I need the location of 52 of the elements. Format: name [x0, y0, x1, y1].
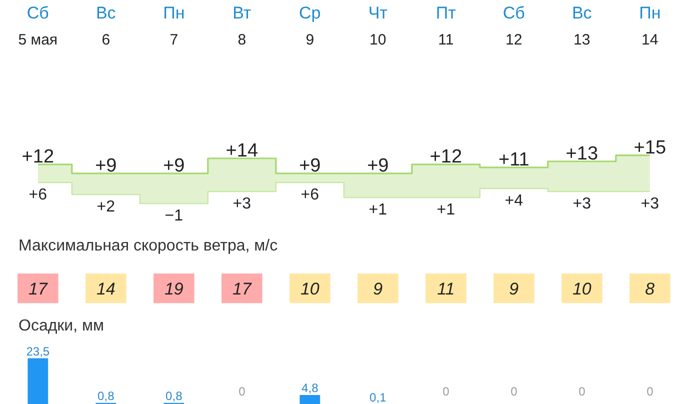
- data-label: 0: [442, 384, 450, 398]
- data-label: +4: [504, 192, 524, 210]
- data-label: +14: [226, 140, 258, 162]
- data-label: +3: [572, 196, 592, 213]
- data-label: −1: [164, 208, 184, 225]
- category-label: Ср 9: [299, 4, 321, 48]
- data-label: +13: [566, 143, 598, 164]
- chart-title: Максимальная скорость ветра, м/с: [18, 238, 278, 254]
- data-label: 0,1: [370, 390, 387, 404]
- data-label: +9: [163, 155, 185, 176]
- category-label: Пн 7: [163, 4, 185, 48]
- data-label: 0: [238, 384, 246, 398]
- data-label: 17: [232, 279, 252, 298]
- data-label: 0: [510, 384, 518, 398]
- category-label: Пт 11: [436, 4, 456, 48]
- data-label: +12: [430, 146, 462, 168]
- data-label: +2: [96, 198, 116, 216]
- category-label: Вт 8: [232, 4, 252, 48]
- data-label: +6: [28, 186, 48, 204]
- data-label: +9: [95, 155, 117, 176]
- category-label: Сб 5 мая: [18, 4, 58, 48]
- data-label: +9: [367, 155, 389, 176]
- data-label: 10: [572, 279, 592, 298]
- category-label: Чт 10: [368, 4, 388, 48]
- data-label: 17: [28, 279, 48, 298]
- data-label: 9: [509, 279, 520, 298]
- data-label: +11: [498, 149, 530, 170]
- data-label: +6: [300, 186, 320, 204]
- data-label: 0,8: [166, 388, 183, 403]
- category-label: Вс 13: [572, 4, 592, 48]
- data-label: 14: [96, 279, 116, 298]
- category-label: Пн 14: [639, 4, 661, 48]
- data-label: 0,8: [98, 388, 115, 403]
- category-label: Вс 6: [96, 4, 116, 48]
- data-label: 8: [645, 279, 656, 298]
- data-label: 0: [646, 384, 654, 398]
- data-label: 4,8: [302, 381, 319, 396]
- chart-title: Осадки, мм: [18, 318, 104, 334]
- data-label: +12: [22, 146, 54, 168]
- data-label: +1: [368, 202, 388, 219]
- data-label: +1: [436, 202, 456, 219]
- data-label: 23,5: [26, 344, 50, 358]
- data-label: +3: [232, 196, 252, 213]
- data-label: 9: [373, 279, 384, 298]
- data-label: +3: [640, 196, 660, 213]
- data-label: 11: [437, 279, 455, 298]
- data-label: 0: [578, 384, 586, 398]
- data-label: 10: [300, 279, 320, 298]
- data-label: +15: [634, 137, 666, 158]
- data-label: 19: [164, 279, 184, 298]
- data-label: +9: [299, 155, 321, 176]
- category-label: Сб 12: [502, 4, 525, 48]
